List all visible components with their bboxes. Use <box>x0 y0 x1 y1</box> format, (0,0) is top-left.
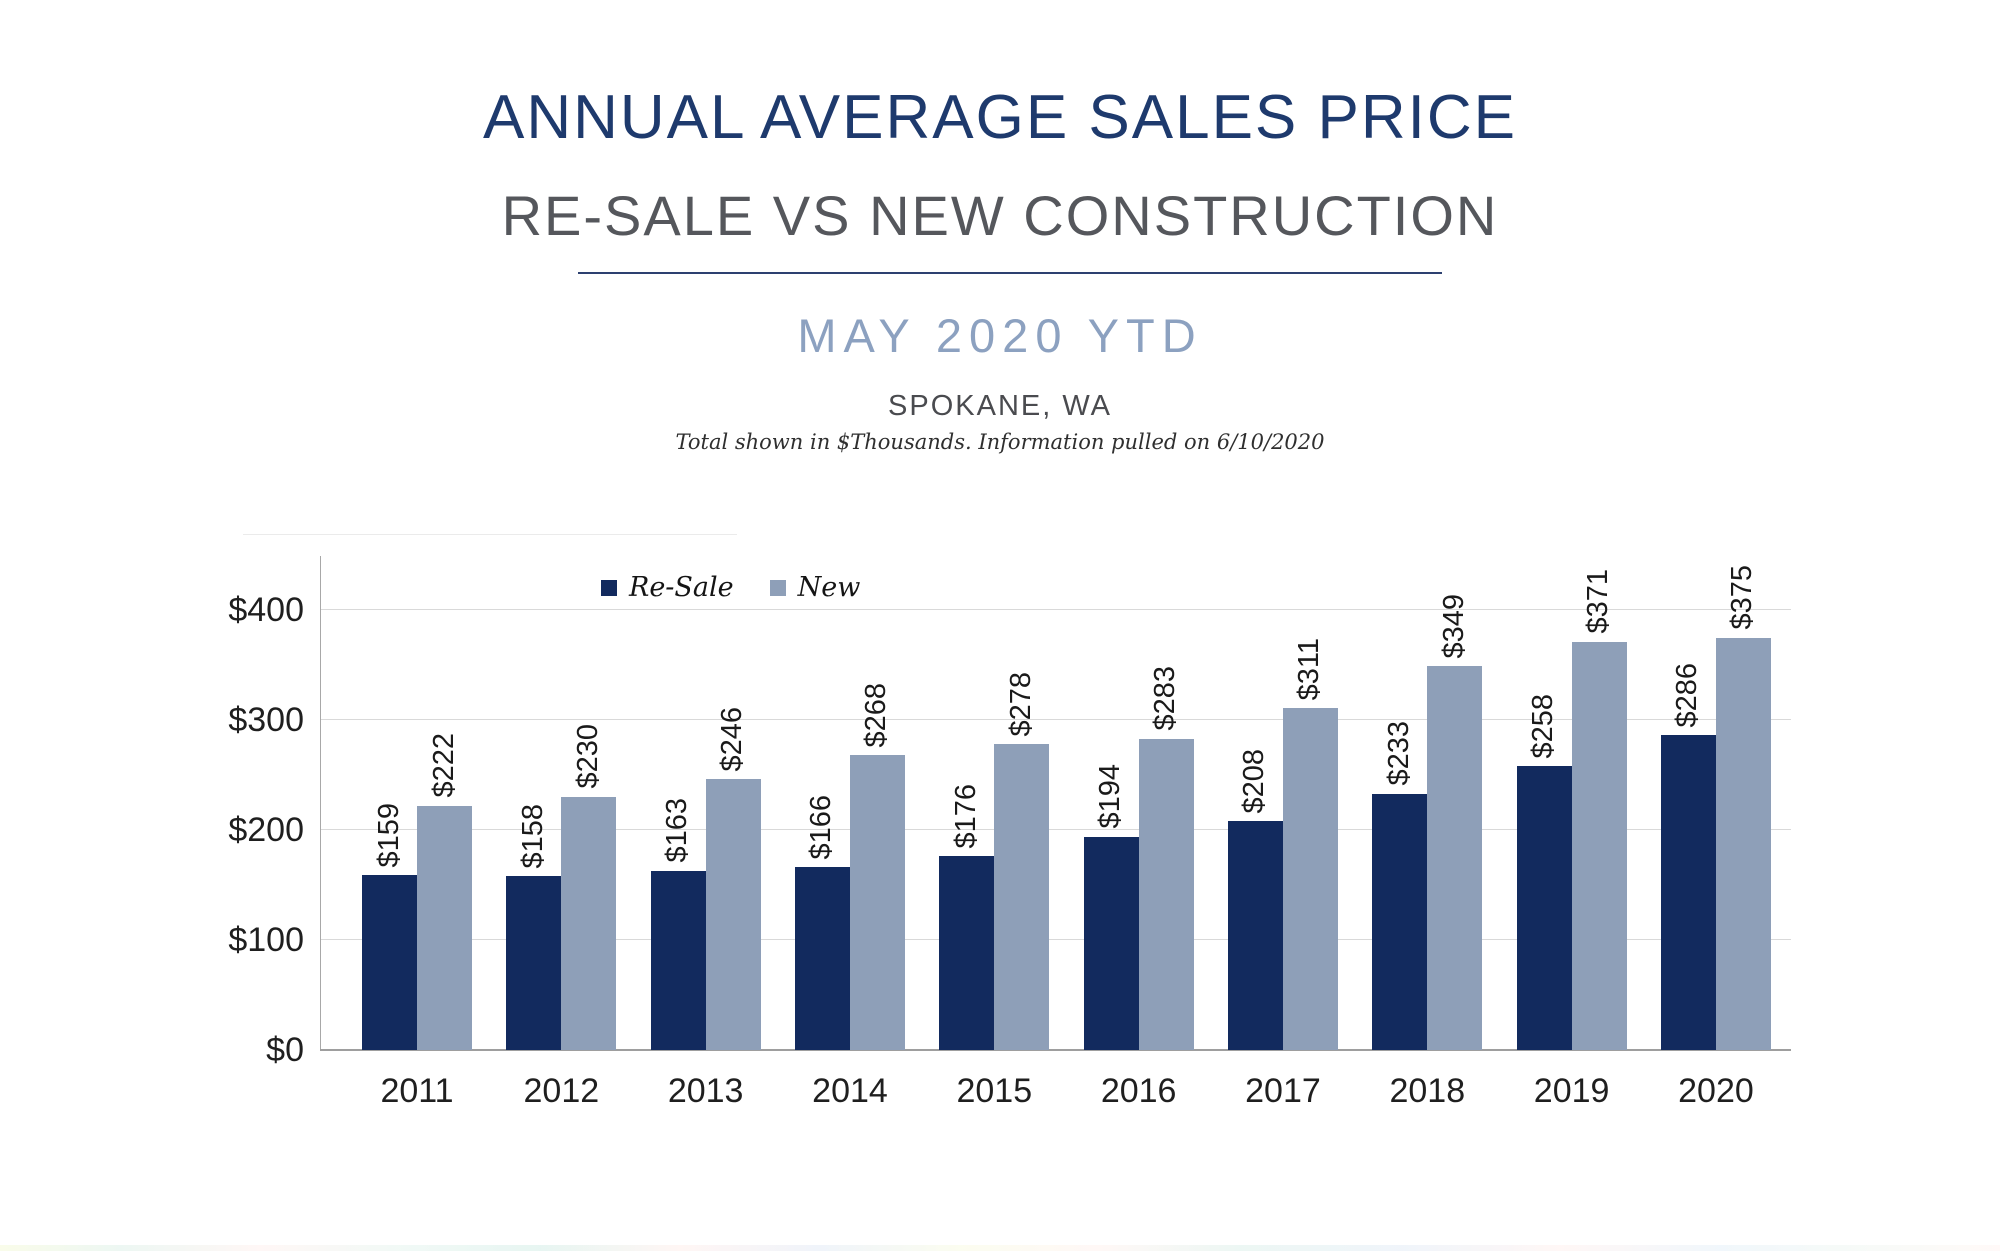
bar-new-2016 <box>1138 738 1194 1050</box>
x-axis-label-2016: 2016 <box>1100 1072 1177 1110</box>
bar-new-2019 <box>1571 641 1627 1050</box>
x-axis-label-2015: 2015 <box>956 1072 1033 1110</box>
period-label: MAY 2020 YTD <box>797 309 1203 362</box>
bar-value-label: $163 <box>661 798 694 863</box>
gridline-$300 <box>321 719 1791 720</box>
location-label: SPOKANE, WA <box>888 390 1112 422</box>
x-axis-label-2017: 2017 <box>1245 1072 1321 1110</box>
page-title: ANNUAL AVERAGE SALES PRICE <box>482 83 1517 152</box>
bar-value-label: $371 <box>1582 569 1615 634</box>
bar-new-2017 <box>1282 707 1338 1050</box>
bar-value-label: $246 <box>716 706 749 772</box>
bar-new-2013 <box>705 779 761 1050</box>
y-tick-label: $100 <box>228 921 304 959</box>
legend-item-new: New <box>769 572 861 603</box>
bar-new-2018 <box>1427 666 1483 1050</box>
bar-value-label: $166 <box>805 794 838 860</box>
gridline-$100 <box>321 939 1791 940</box>
bar-new-2011 <box>417 805 472 1050</box>
bar-resale-2016 <box>1083 836 1139 1050</box>
bar-value-label: $349 <box>1437 593 1470 659</box>
bar-new-2012 <box>561 797 617 1050</box>
legend-label-new: New <box>797 572 861 603</box>
bar-resale-2017 <box>1227 821 1283 1050</box>
bar-new-2020 <box>1715 637 1771 1050</box>
bar-new-2015 <box>994 744 1050 1050</box>
footnote: Total shown in $Thousands. Information p… <box>675 430 1325 454</box>
bar-value-label: $222 <box>427 733 460 798</box>
bar-resale-2012 <box>506 876 562 1050</box>
bar-resale-2019 <box>1516 766 1572 1050</box>
x-axis-label-2012: 2012 <box>523 1072 600 1110</box>
bar-value-label: $286 <box>1671 662 1704 728</box>
bar-value-label: $268 <box>860 682 893 748</box>
bar-resale-2014 <box>794 867 850 1050</box>
bar-value-label: $278 <box>1004 671 1037 737</box>
chart-legend: Re-Sale New <box>601 572 860 603</box>
bar-value-label: $375 <box>1726 564 1759 630</box>
bar-value-label: $311 <box>1293 637 1326 700</box>
bar-value-label: $258 <box>1527 693 1560 759</box>
y-tick-label: $300 <box>228 701 304 739</box>
chart-frame-edge <box>243 534 737 535</box>
bar-value-label: $230 <box>571 724 604 789</box>
bar-value-label: $283 <box>1149 666 1182 731</box>
bar-value-label: $233 <box>1382 721 1415 786</box>
legend-item-resale: Re-Sale <box>601 572 734 603</box>
bar-value-label: $158 <box>516 803 549 869</box>
x-axis-label-2014: 2014 <box>812 1072 888 1110</box>
y-tick-label: $200 <box>228 811 304 849</box>
legend-label-resale: Re-Sale <box>629 572 734 603</box>
y-tick-label: $400 <box>228 591 304 629</box>
bar-resale-2018 <box>1372 793 1428 1050</box>
bar-resale-2015 <box>939 856 995 1050</box>
bar-resale-2013 <box>650 870 706 1050</box>
x-axis-label-2011: 2011 <box>380 1072 454 1110</box>
y-tick-label: $0 <box>266 1031 304 1069</box>
x-axis-label-2018: 2018 <box>1389 1072 1466 1110</box>
legend-swatch-resale <box>601 579 617 596</box>
legend-swatch-new <box>769 579 786 596</box>
cropped-content-strip <box>0 1245 2000 1251</box>
bar-value-label: $176 <box>949 783 982 849</box>
bar-resale-2020 <box>1660 735 1716 1050</box>
bar-value-label: $208 <box>1238 748 1271 814</box>
bar-value-label: $159 <box>372 802 405 868</box>
header-divider <box>578 272 1442 274</box>
bar-chart: Re-Sale New $0 $100 $200 $300 $400 $159 $222 20… <box>228 556 1791 1110</box>
x-axis-label-2013: 2013 <box>667 1072 744 1110</box>
x-axis-line <box>320 1049 1791 1051</box>
bar-value-label: $194 <box>1094 764 1127 829</box>
page-subtitle: RE-SALE VS NEW CONSTRUCTION <box>501 184 1499 247</box>
x-axis-label-2019: 2019 <box>1533 1072 1610 1110</box>
gridline-$200 <box>321 829 1791 830</box>
bar-new-2014 <box>849 755 905 1050</box>
gridline-$400 <box>321 609 1791 610</box>
bar-resale-2011 <box>362 875 417 1050</box>
x-axis-label-2020: 2020 <box>1678 1072 1754 1110</box>
